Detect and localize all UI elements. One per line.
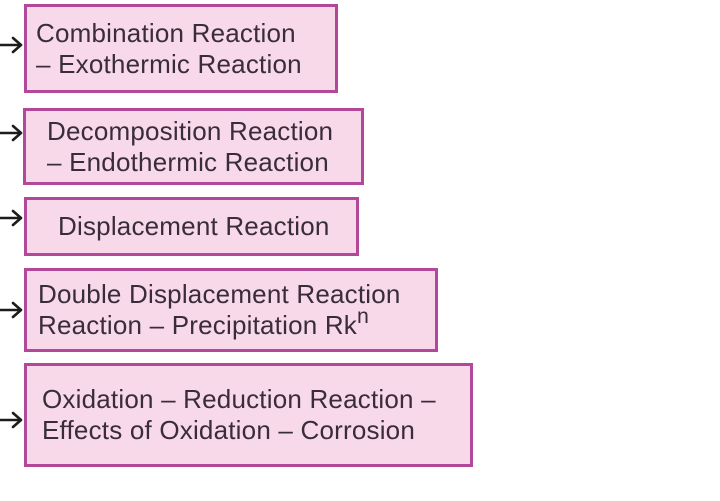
box-text-line: Combination Reaction xyxy=(36,17,296,48)
box-text-line: – Exothermic Reaction xyxy=(36,48,302,79)
box-text-line: Reaction – Precipitation Rkn xyxy=(38,306,435,341)
reaction-box-displacement: Displacement Reaction xyxy=(24,197,359,256)
box-text-line: – Endothermic Reaction xyxy=(47,146,329,177)
box-text-line: Double Displacement Reaction xyxy=(38,279,401,309)
right-arrow-icon xyxy=(0,124,23,142)
box-text-segment: Reaction – Precipitation Rk xyxy=(38,310,357,340)
reaction-box-decomposition: Decomposition Reaction – Endothermic Rea… xyxy=(23,108,364,185)
box-text-line: Effects of Oxidation – Corrosion xyxy=(42,415,415,445)
right-arrow-icon xyxy=(0,301,23,319)
box-text-line: Displacement Reaction xyxy=(58,211,330,241)
reaction-box-double-displacement: Double Displacement Reaction Reaction – … xyxy=(24,268,438,352)
superscript-n: n xyxy=(357,304,370,329)
right-arrow-icon xyxy=(0,209,23,227)
right-arrow-icon xyxy=(0,411,23,429)
reaction-box-oxidation-reduction: Oxidation – Reduction Reaction – Effects… xyxy=(24,363,473,467)
box-text-line: Decomposition Reaction xyxy=(47,115,334,146)
box-text-line: Oxidation – Reduction Reaction – xyxy=(42,384,436,414)
reaction-box-combination: Combination Reaction – Exothermic Reacti… xyxy=(24,4,338,93)
right-arrow-icon xyxy=(0,36,23,54)
